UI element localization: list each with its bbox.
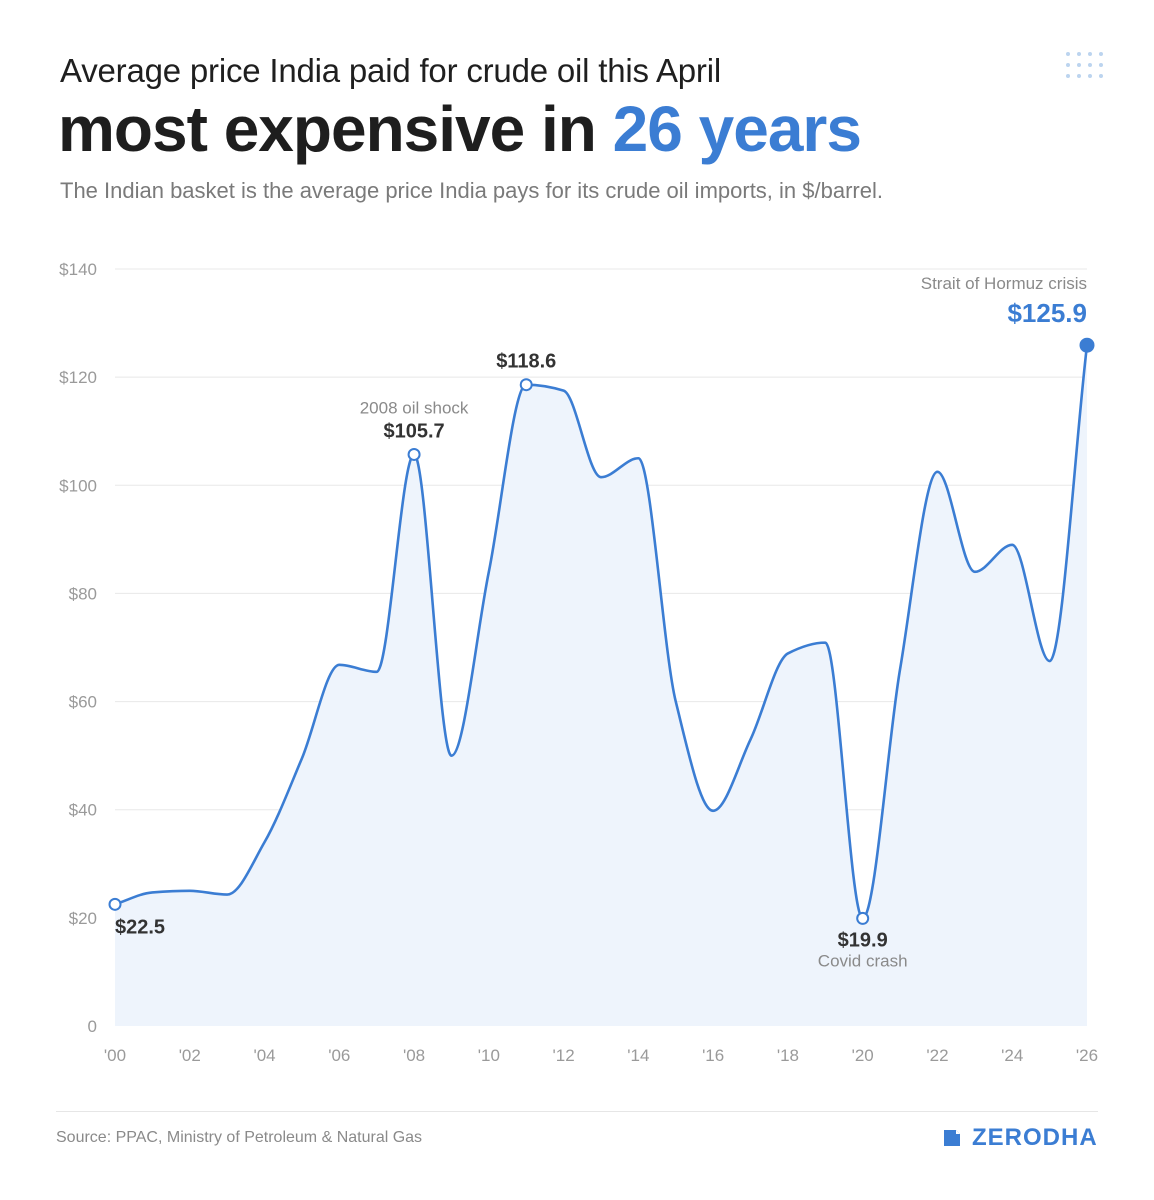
annotation-point: [407, 447, 421, 461]
value-label: $105.7: [383, 420, 444, 442]
chart-subtitle: The Indian basket is the average price I…: [60, 178, 883, 203]
value-label: $118.6: [496, 351, 556, 373]
y-tick-label: $120: [59, 368, 97, 387]
annotations: $22.5 $105.7 2008 oil shock $118.6 $19.9Covi…: [108, 274, 1095, 970]
annotation-point: [108, 897, 122, 911]
y-tick-label: $60: [69, 693, 97, 712]
annotation-note: Strait of Hormuz crisis: [921, 274, 1087, 293]
x-tick-label: '04: [253, 1046, 275, 1065]
x-tick-label: '14: [627, 1046, 649, 1065]
y-tick-label: $20: [69, 909, 97, 928]
annotation-note: Covid crash: [818, 951, 908, 970]
x-tick-label: '06: [328, 1046, 350, 1065]
x-tick-label: '10: [478, 1046, 500, 1065]
chart-headline: most expensive in 26 years: [58, 92, 862, 166]
price-line: [114, 345, 1089, 920]
annotation-point: [856, 911, 870, 925]
value-label: $19.9: [838, 929, 888, 951]
x-tick-label: '18: [777, 1046, 799, 1065]
price-area-fill: [115, 345, 1087, 1026]
decorative-dots-icon: [1066, 52, 1104, 88]
y-tick-label: $40: [69, 801, 97, 820]
y-tick-label: $100: [59, 476, 97, 495]
x-tick-label: '22: [926, 1046, 948, 1065]
x-tick-label: '00: [104, 1046, 126, 1065]
x-tick-label: '26: [1076, 1046, 1098, 1065]
crude-price-chart: 0$20$40$60$80$100$120$140 '00'02'04'06'0…: [59, 260, 1098, 1065]
headline-accent: 26 years: [612, 93, 862, 165]
x-tick-label: '20: [852, 1046, 874, 1065]
x-axis-labels: '00 '02 '04 '06 '08 '10 '12 '14 '16 '18 '20 '22 '24 '…: [104, 1046, 1098, 1065]
y-tick-label: $140: [59, 260, 97, 279]
footer-divider: [56, 1111, 1098, 1112]
annotation-point: [519, 378, 533, 392]
x-tick-label: '12: [553, 1046, 575, 1065]
x-tick-label: '16: [702, 1046, 724, 1065]
highlight-point: [1079, 337, 1095, 353]
y-tick-label: 0: [88, 1017, 97, 1036]
annotation-note: 2008 oil shock: [360, 398, 469, 417]
value-label: $125.9: [1007, 298, 1087, 328]
x-tick-label: '24: [1001, 1046, 1023, 1065]
source-note: Source: PPAC, Ministry of Petroleum & Na…: [56, 1129, 423, 1146]
brand-logo: ZERODHA: [942, 1124, 1098, 1152]
y-axis-labels: 0 $20 $40 $60 $80 $100 $120 $140: [59, 260, 97, 1036]
brand-name: ZERODHA: [972, 1124, 1098, 1151]
headline-main: most expensive in: [58, 93, 613, 165]
y-tick-label: $80: [69, 584, 97, 603]
zerodha-logo-icon: [944, 1130, 960, 1146]
chart-kicker: Average price India paid for crude oil t…: [60, 52, 721, 89]
x-tick-label: '02: [179, 1046, 201, 1065]
x-tick-label: '08: [403, 1046, 425, 1065]
value-label: $22.5: [115, 916, 165, 938]
